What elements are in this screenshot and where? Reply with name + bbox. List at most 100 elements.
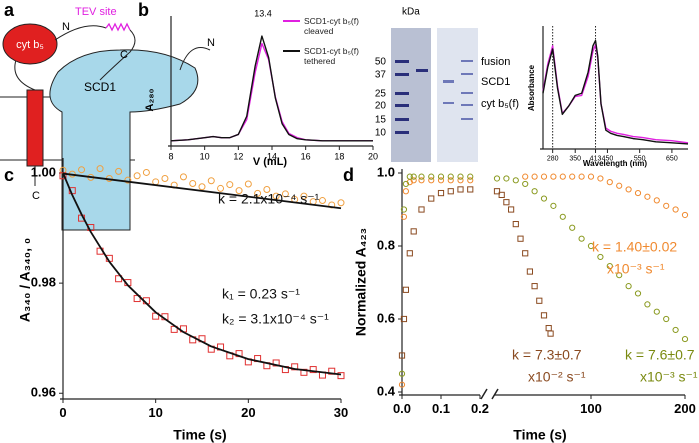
data-point — [142, 168, 150, 176]
data-point — [644, 301, 651, 308]
data-point — [226, 181, 234, 189]
data-point — [457, 177, 464, 184]
x-tick-label: 350 — [569, 155, 581, 162]
data-point — [625, 186, 632, 193]
x-tick-label: 0.2 — [471, 401, 489, 416]
data-point — [467, 186, 474, 193]
gel-marker: 20 — [375, 101, 387, 112]
y-axis-label: Normalized A₄₂₃ — [353, 228, 369, 336]
terminus — [179, 47, 211, 71]
tev-site — [105, 22, 131, 32]
data-point — [217, 184, 225, 192]
data-point — [447, 173, 454, 180]
data-point — [531, 188, 538, 195]
y-tick-label: 1.0 — [377, 164, 395, 179]
gel-image — [437, 28, 478, 162]
data-point — [606, 179, 613, 186]
data-point — [96, 165, 104, 173]
panel-label: d — [343, 165, 354, 185]
x-tick-label: 413 — [590, 155, 602, 162]
data-point — [402, 180, 409, 188]
data-point — [179, 173, 187, 181]
data-point — [457, 173, 464, 180]
y-tick-label: 0.6 — [377, 310, 395, 325]
linker — [14, 59, 36, 91]
data-point — [512, 177, 519, 184]
data-point — [418, 177, 425, 184]
data-point — [547, 330, 554, 337]
data-point — [198, 183, 206, 191]
data-point — [235, 187, 243, 195]
linker — [54, 25, 107, 41]
data-point — [517, 235, 524, 242]
peak-label: 13.4 — [254, 8, 272, 18]
gel-marker: 37 — [375, 70, 387, 81]
x-tick-label: 10 — [200, 152, 210, 162]
data-point — [428, 195, 435, 202]
data-point — [447, 177, 454, 184]
annotation: x10⁻³ s⁻¹ — [607, 261, 665, 277]
x-tick-label: 14 — [267, 152, 277, 162]
data-point — [503, 199, 510, 206]
y-tick-label: 0.8 — [377, 237, 395, 252]
data-line — [542, 39, 689, 145]
terminus-label: C — [120, 49, 128, 61]
data-point — [254, 189, 262, 197]
y-axis-label: A₂₈₀ — [144, 88, 156, 111]
data-point — [406, 173, 413, 180]
data-point — [133, 172, 141, 180]
terminus-label: N — [207, 37, 215, 49]
data-point — [672, 206, 679, 213]
data-point — [663, 315, 670, 323]
data-point — [634, 189, 642, 197]
x-tick-label: 0.0 — [393, 401, 411, 416]
data-point — [418, 173, 425, 180]
data-point — [522, 180, 529, 188]
gel-bands — [443, 60, 473, 120]
x-tick-label: 16 — [301, 152, 311, 162]
data-point — [115, 167, 123, 175]
data-point — [406, 250, 413, 257]
data-point — [272, 192, 280, 200]
data-point — [244, 180, 252, 188]
data-point — [550, 202, 557, 209]
data-point — [653, 308, 660, 315]
data-point — [587, 173, 595, 180]
gel-marker: 15 — [375, 115, 387, 126]
data-point — [437, 173, 445, 180]
x-tick-label: 30 — [334, 405, 348, 420]
annotation: x10⁻³ s⁻¹ — [640, 369, 698, 385]
data-point — [681, 335, 689, 343]
data-point — [281, 190, 289, 198]
y-tick-label: 0.98 — [31, 275, 56, 290]
x-axis-label: Time (s) — [173, 427, 226, 443]
data-point — [402, 188, 409, 195]
terminus-label: C — [32, 190, 40, 202]
x-axis-label: V (mL) — [253, 156, 288, 168]
data-point — [263, 186, 271, 194]
annotation: x10⁻² s⁻¹ — [528, 369, 586, 385]
annotation: k₂ = 3.1x10⁻⁴ s⁻¹ — [222, 311, 329, 327]
x-tick-label: 10 — [148, 405, 162, 420]
band-label: SCD1 — [481, 76, 510, 88]
data-point — [578, 235, 585, 242]
data-point — [663, 202, 670, 209]
x-tick-label: 0.1 — [432, 401, 450, 416]
data-point — [606, 262, 613, 270]
band-label: fusion — [481, 56, 510, 68]
data-point — [634, 290, 642, 297]
x-tick-label: 100 — [580, 401, 602, 416]
data-line — [62, 172, 342, 210]
data-point — [681, 211, 689, 219]
data-point — [467, 173, 474, 180]
data-point — [498, 191, 505, 199]
data-point — [672, 326, 679, 334]
tev-label: TEV site — [75, 6, 117, 18]
data-point — [536, 297, 543, 304]
x-tick-label: 550 — [634, 155, 646, 162]
annotation: k₁ = 0.23 s⁻¹ — [222, 286, 300, 302]
data-point — [207, 177, 215, 185]
data-point — [161, 175, 169, 183]
